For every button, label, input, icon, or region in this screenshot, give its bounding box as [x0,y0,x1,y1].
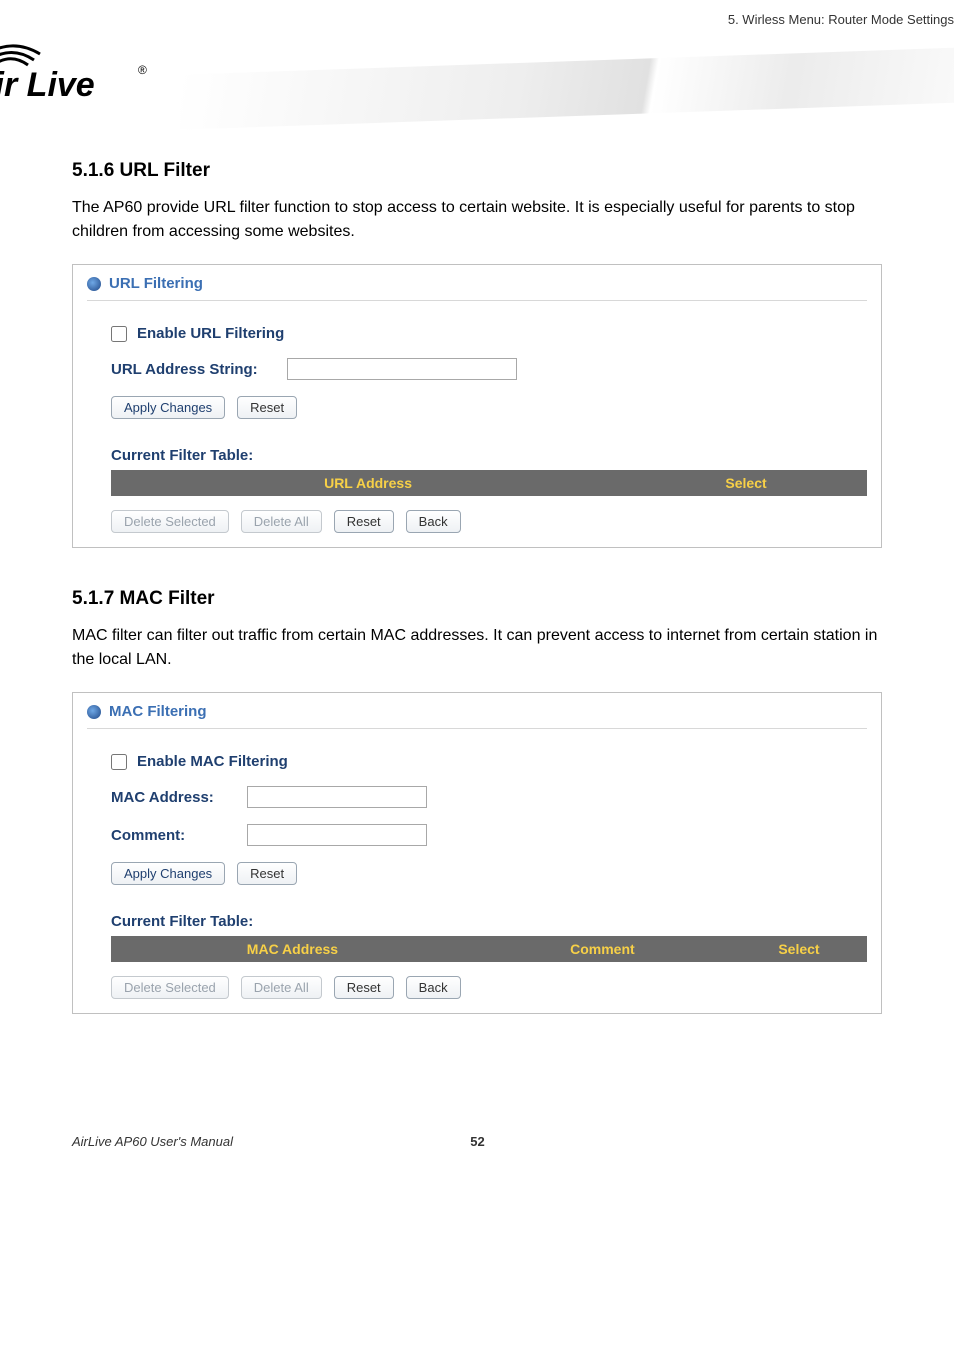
url-address-row: URL Address String: [111,358,867,380]
back-button[interactable]: Back [406,976,461,999]
mac-table-buttons: Delete Selected Delete All Reset Back [111,976,867,999]
enable-url-checkbox[interactable] [111,326,127,342]
url-filter-heading: 5.1.6 URL Filter [72,160,882,182]
url-col-address: URL Address [111,470,625,496]
enable-url-label: Enable URL Filtering [137,325,284,342]
mac-comment-input[interactable] [247,824,427,846]
mac-panel-inner: Enable MAC Filtering MAC Address: Commen… [87,753,867,999]
url-panel-title-row: URL Filtering [87,275,867,301]
reset-button[interactable]: Reset [237,862,297,885]
delete-selected-button[interactable]: Delete Selected [111,510,229,533]
reset-button[interactable]: Reset [334,976,394,999]
url-table-buttons: Delete Selected Delete All Reset Back [111,510,867,533]
mac-apply-row: Apply Changes Reset [111,862,867,885]
url-col-select: Select [625,470,867,496]
airlive-logo: Air Live ® [0,30,160,115]
header-swoosh [180,45,954,130]
url-filtering-panel: URL Filtering Enable URL Filtering URL A… [72,264,882,548]
page-body: 5.1.6 URL Filter The AP60 provide URL fi… [0,160,954,1209]
page-header: 5. Wirless Menu: Router Mode Settings Ai… [0,0,954,130]
mac-filter-table: MAC Address Comment Select [111,936,867,962]
enable-mac-checkbox[interactable] [111,754,127,770]
reset-button[interactable]: Reset [334,510,394,533]
url-panel-inner: Enable URL Filtering URL Address String:… [87,325,867,533]
mac-table-title: Current Filter Table: [111,913,867,930]
mac-col-address: MAC Address [111,936,474,962]
mac-panel-title-row: MAC Filtering [87,703,867,729]
mac-panel-title: MAC Filtering [109,703,207,720]
page-number: 52 [470,1134,484,1149]
mac-filtering-panel: MAC Filtering Enable MAC Filtering MAC A… [72,692,882,1014]
delete-all-button[interactable]: Delete All [241,510,322,533]
mac-comment-row: Comment: [111,824,867,846]
mac-address-row: MAC Address: [111,786,867,808]
svg-text:®: ® [138,63,147,77]
url-panel-title: URL Filtering [109,275,203,292]
mac-filter-heading: 5.1.7 MAC Filter [72,588,882,610]
enable-mac-label: Enable MAC Filtering [137,753,288,770]
bullet-icon [87,705,101,719]
enable-mac-row: Enable MAC Filtering [111,753,867,770]
mac-address-label: MAC Address: [111,789,241,806]
apply-changes-button[interactable]: Apply Changes [111,862,225,885]
url-filter-table: URL Address Select [111,470,867,496]
enable-url-row: Enable URL Filtering [111,325,867,342]
mac-filter-para: MAC filter can filter out traffic from c… [72,624,882,672]
back-button[interactable]: Back [406,510,461,533]
url-address-label: URL Address String: [111,361,281,378]
apply-changes-button[interactable]: Apply Changes [111,396,225,419]
mac-address-input[interactable] [247,786,427,808]
url-table-title: Current Filter Table: [111,447,867,464]
url-filter-para: The AP60 provide URL filter function to … [72,196,882,244]
url-address-input[interactable] [287,358,517,380]
svg-text:Air Live: Air Live [0,66,95,104]
mac-comment-label: Comment: [111,827,241,844]
delete-all-button[interactable]: Delete All [241,976,322,999]
url-apply-row: Apply Changes Reset [111,396,867,419]
manual-name: AirLive AP60 User's Manual [72,1134,233,1149]
breadcrumb: 5. Wirless Menu: Router Mode Settings [728,12,954,27]
mac-col-select: Select [731,936,867,962]
mac-col-comment: Comment [474,936,731,962]
page-footer: AirLive AP60 User's Manual 52 [72,1054,882,1149]
delete-selected-button[interactable]: Delete Selected [111,976,229,999]
reset-button[interactable]: Reset [237,396,297,419]
bullet-icon [87,277,101,291]
